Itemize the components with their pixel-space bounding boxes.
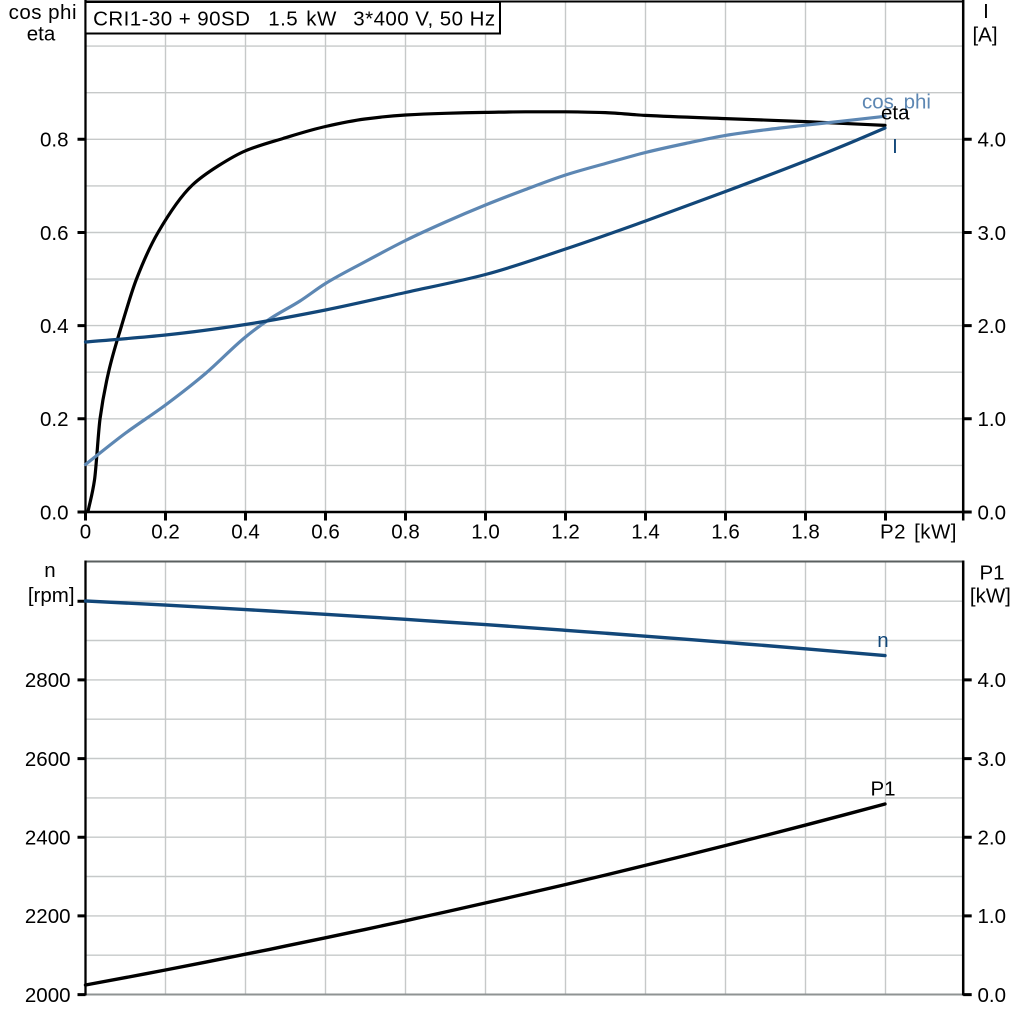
svg-text:1.0: 1.0 [471,521,500,544]
svg-text:eta: eta [881,101,910,124]
svg-text:2600: 2600 [25,748,71,771]
svg-text:0.0: 0.0 [978,501,1007,524]
svg-text:P2 [kW]: P2 [kW] [880,521,957,544]
svg-text:4.0: 4.0 [978,669,1007,692]
svg-text:I: I [983,0,989,23]
svg-text:n: n [877,629,888,652]
svg-text:0.2: 0.2 [40,408,69,431]
svg-text:[kW]: [kW] [970,585,1011,608]
svg-text:1.8: 1.8 [791,521,820,544]
svg-text:1.0: 1.0 [978,905,1007,928]
svg-text:2400: 2400 [25,827,71,850]
svg-text:4.0: 4.0 [978,129,1007,152]
svg-text:2.0: 2.0 [978,827,1007,850]
svg-text:I: I [892,135,898,158]
svg-text:0.8: 0.8 [40,129,69,152]
svg-text:P1: P1 [871,778,896,801]
svg-text:0.6: 0.6 [40,222,69,245]
svg-text:1.5 kW: 1.5 kW [268,7,337,30]
svg-text:P1: P1 [979,561,1004,584]
svg-text:3.0: 3.0 [978,222,1007,245]
svg-text:3.0: 3.0 [978,748,1007,771]
svg-text:cos phi: cos phi [9,1,77,24]
svg-text:2200: 2200 [25,905,71,928]
svg-text:0.4: 0.4 [40,315,69,338]
svg-text:1.6: 1.6 [711,521,740,544]
svg-text:1.0: 1.0 [978,408,1007,431]
svg-text:eta: eta [27,23,56,46]
svg-text:1.4: 1.4 [631,521,660,544]
svg-text:cos phi: cos phi [862,91,931,114]
svg-text:[rpm]: [rpm] [28,584,75,607]
svg-text:3*400 V, 50 Hz: 3*400 V, 50 Hz [353,7,495,30]
svg-text:0.4: 0.4 [231,521,260,544]
svg-text:0.2: 0.2 [151,521,180,544]
svg-text:CRI1-30 + 90SD: CRI1-30 + 90SD [93,7,250,30]
svg-text:1.2: 1.2 [551,521,580,544]
svg-text:n: n [44,559,55,582]
svg-text:0.0: 0.0 [40,501,69,524]
svg-text:0.8: 0.8 [391,521,420,544]
svg-text:0: 0 [80,521,91,544]
svg-text:2000: 2000 [25,984,71,1007]
svg-text:2800: 2800 [25,669,71,692]
svg-text:0.0: 0.0 [978,984,1007,1007]
svg-text:0.6: 0.6 [311,521,340,544]
svg-text:2.0: 2.0 [978,315,1007,338]
svg-text:[A]: [A] [972,23,997,46]
